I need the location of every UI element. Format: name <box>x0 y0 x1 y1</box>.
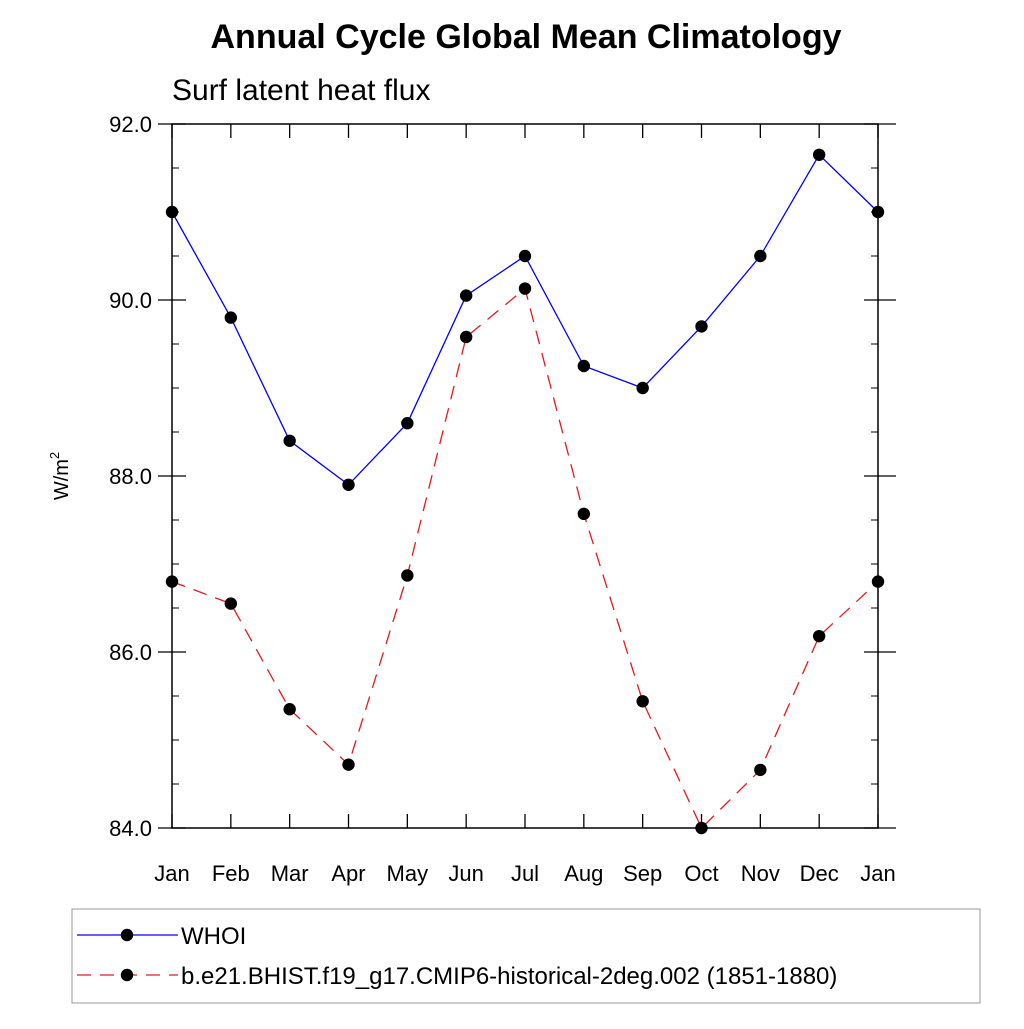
data-point <box>459 330 473 344</box>
data-point <box>401 417 414 430</box>
legend-label: b.e21.BHIST.f19_g17.CMIP6-historical-2de… <box>181 963 837 990</box>
data-point <box>283 703 296 716</box>
x-tick-label: Sep <box>623 861 662 886</box>
data-point <box>695 320 708 333</box>
legend-marker <box>120 928 134 942</box>
data-point <box>695 821 708 835</box>
x-tick-label: Mar <box>271 861 309 886</box>
chart-title: Annual Cycle Global Mean Climatology <box>211 18 842 56</box>
y-tick-label: 92.0 <box>109 112 152 137</box>
data-point <box>224 311 238 324</box>
major-ticks <box>158 123 896 829</box>
x-tick-label: Jun <box>448 861 483 886</box>
x-tick-label: May <box>387 861 429 886</box>
y-tick-label: 90.0 <box>109 288 152 313</box>
data-point <box>812 148 826 161</box>
series-2 <box>165 282 885 835</box>
chart-subtitle: Surf latent heat flux <box>172 74 431 107</box>
x-tick-label: Dec <box>800 861 839 886</box>
x-tick-label: Nov <box>741 861 780 886</box>
y-axis-label: W/m2 <box>47 452 73 500</box>
data-point <box>342 478 355 491</box>
y-tick-label: 84.0 <box>109 816 152 841</box>
data-point <box>283 434 296 447</box>
series-1 <box>165 148 885 491</box>
legend: WHOI b.e21.BHIST.f19_g17.CMIP6-historical… <box>71 908 981 1004</box>
x-tick-label: Feb <box>212 861 250 886</box>
data-point <box>518 249 532 263</box>
data-point <box>165 575 179 588</box>
data-point <box>636 695 649 708</box>
data-point <box>577 359 591 373</box>
data-point <box>577 507 591 521</box>
data-point <box>518 282 532 295</box>
series-line <box>171 153 879 486</box>
x-tick-label: Apr <box>331 861 365 886</box>
data-point <box>871 575 885 588</box>
y-tick-label: 86.0 <box>109 640 152 665</box>
x-tick-label: Jul <box>511 861 539 886</box>
data-point <box>165 205 179 219</box>
data-point <box>459 289 473 302</box>
x-tick-label: Jan <box>154 861 189 886</box>
x-tick-labels: Jan Feb Mar Apr May Jun Jul Aug Sep Oct Nov Dec Jan <box>154 861 895 886</box>
legend-box <box>71 908 981 1004</box>
data-point <box>871 205 885 219</box>
y-axis-label-sup: 2 <box>47 452 62 459</box>
data-point <box>812 629 826 643</box>
legend-marker <box>120 968 134 982</box>
data-point <box>754 763 767 777</box>
x-tick-label: Oct <box>684 861 718 886</box>
data-point <box>636 381 649 395</box>
x-tick-label: Jan <box>860 861 895 886</box>
y-tick-labels: 84.0 86.0 88.0 90.0 92.0 <box>109 112 152 841</box>
x-tick-label: Aug <box>564 861 603 886</box>
minor-ticks <box>172 123 878 829</box>
data-point <box>342 758 355 771</box>
series-line <box>171 287 879 830</box>
data-point <box>401 569 414 582</box>
data-point <box>754 249 767 263</box>
series-layer <box>165 148 885 835</box>
legend-label: WHOI <box>181 923 246 950</box>
plot-frame <box>171 123 879 829</box>
data-point <box>224 597 238 610</box>
y-axis-label-base: W/m <box>51 459 73 500</box>
y-tick-label: 88.0 <box>109 464 152 489</box>
